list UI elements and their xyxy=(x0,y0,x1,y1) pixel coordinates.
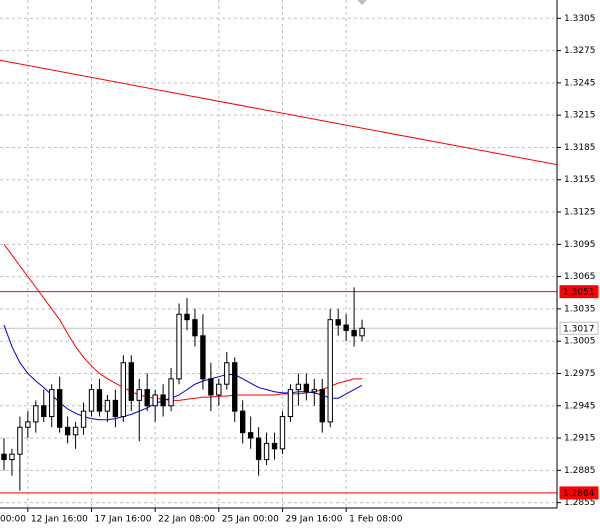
candle-body xyxy=(49,389,55,418)
moving-average xyxy=(3,244,363,401)
candle-body xyxy=(359,327,365,337)
candle-body xyxy=(184,313,190,321)
y-tick-label: 1.3095 xyxy=(564,240,596,250)
candle-body xyxy=(216,383,222,396)
candle-body xyxy=(96,389,103,412)
candle-body xyxy=(64,426,71,436)
candle-body xyxy=(192,319,198,337)
candle-body xyxy=(152,394,158,407)
candle-body xyxy=(343,324,349,331)
candle-body xyxy=(351,329,357,337)
candle-body xyxy=(224,362,230,385)
candle-body xyxy=(120,362,127,418)
candle-body xyxy=(136,389,142,401)
y-tick-label: 1.3065 xyxy=(564,272,596,282)
candle-body xyxy=(25,421,31,428)
x-tick-label: 17 Jan 16:00 xyxy=(95,515,152,525)
x-tick-label: 25 Jan 00:00 xyxy=(222,515,279,525)
y-tick-label: 1.3275 xyxy=(564,46,596,56)
candle-body xyxy=(112,399,119,418)
level-label-box xyxy=(559,486,599,500)
candle-body xyxy=(303,383,310,393)
candle-body xyxy=(9,453,15,461)
candle-body xyxy=(17,426,23,455)
candle-body xyxy=(56,389,63,428)
candle-body xyxy=(263,442,270,461)
y-tick-label: 1.3245 xyxy=(564,78,596,88)
level-label-box xyxy=(559,321,599,335)
shift-marker xyxy=(357,0,367,5)
y-tick-label: 1.3305 xyxy=(564,14,596,24)
candle-body xyxy=(176,313,182,380)
y-tick-label: 1.2885 xyxy=(564,466,596,476)
candle-body xyxy=(72,426,79,436)
y-tick-label: 1.3035 xyxy=(564,304,596,314)
level-label: 1.2864 xyxy=(563,489,595,499)
candle-body xyxy=(104,399,111,412)
y-tick-label: 1.3155 xyxy=(564,175,596,185)
candle-body xyxy=(1,453,7,461)
candle-body xyxy=(247,432,254,439)
candle-body xyxy=(335,319,341,326)
x-tick-label: 29 Jan 16:00 xyxy=(285,515,342,525)
candle-body xyxy=(160,394,166,407)
candle-body xyxy=(88,389,95,412)
y-tick-label: 1.3125 xyxy=(564,208,596,218)
candle-body xyxy=(240,410,246,434)
candle-body xyxy=(279,416,286,450)
y-tick-label: 1.3185 xyxy=(564,143,596,153)
candle-body xyxy=(168,378,174,407)
plot-area xyxy=(0,0,557,508)
candle-body xyxy=(128,362,134,401)
y-tick-label: 1.3005 xyxy=(564,337,596,347)
candle-body xyxy=(80,410,87,428)
level-label-box xyxy=(559,285,599,299)
candle-body xyxy=(271,442,278,450)
x-tick-label: 00:00 xyxy=(0,515,26,525)
candle-body xyxy=(41,405,47,418)
level-label: 1.3051 xyxy=(563,288,595,298)
candle-body xyxy=(33,405,39,423)
moving-average xyxy=(3,324,363,421)
x-tick-label: 1 Feb 08:00 xyxy=(349,515,403,525)
y-tick-label: 1.3215 xyxy=(564,111,596,121)
y-tick-label: 1.2915 xyxy=(564,434,596,444)
candle-body xyxy=(311,389,317,393)
candle-body xyxy=(144,389,150,407)
level-label: 1.3017 xyxy=(563,324,595,334)
y-tick-label: 1.2945 xyxy=(564,401,596,411)
x-tick-label: 12 Jan 16:00 xyxy=(31,515,88,525)
candle-body xyxy=(327,319,333,423)
candle-body xyxy=(287,389,294,418)
candle-body xyxy=(295,383,302,391)
x-tick-label: 22 Jan 08:00 xyxy=(158,515,215,525)
candle-body xyxy=(319,389,325,423)
candle-body xyxy=(208,378,214,396)
candle-body xyxy=(232,362,238,412)
trendline xyxy=(0,59,557,166)
candle-body xyxy=(200,335,206,380)
y-tick-label: 1.2855 xyxy=(564,498,596,508)
y-tick-label: 1.2975 xyxy=(564,369,596,379)
candle-body xyxy=(255,437,262,461)
